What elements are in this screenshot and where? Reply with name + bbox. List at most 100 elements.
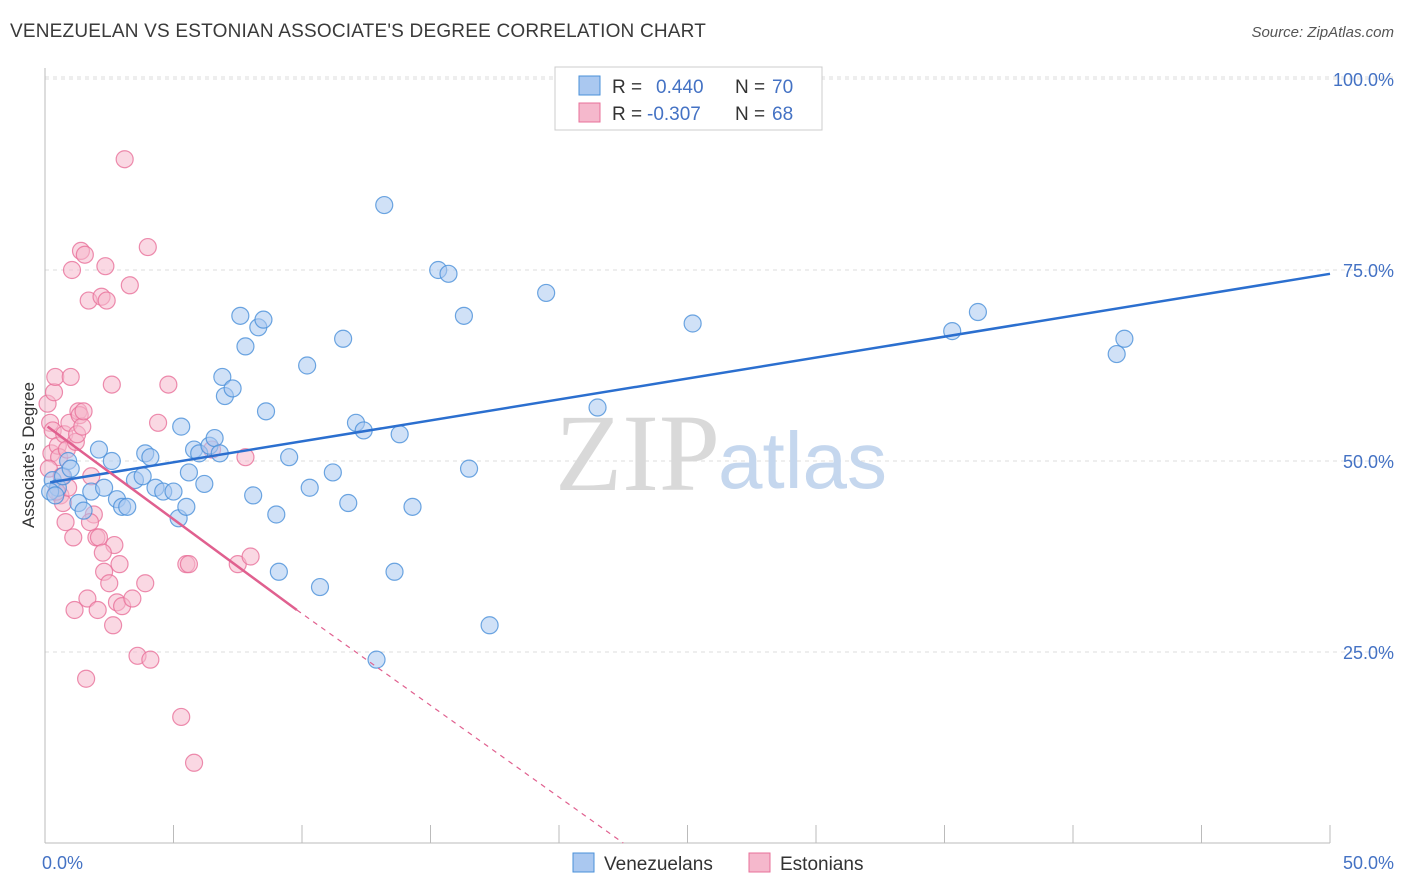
venezuelan-point-10 — [102, 451, 121, 471]
estonian-point-52 — [148, 413, 168, 432]
estonian-point-18 — [65, 600, 84, 620]
estonian-point-50 — [138, 237, 157, 257]
venezuelan-point-57 — [439, 264, 458, 283]
venezuelan-point-67 — [1115, 329, 1134, 348]
venezuelan-point-6 — [74, 501, 93, 520]
y-tick-label-25: 25.0% — [1343, 643, 1394, 663]
venezuelan-point-29 — [205, 428, 224, 448]
estonian-point-16 — [62, 260, 82, 280]
legend-r-label-1: R = — [612, 77, 642, 98]
legend-r-value-1: 0.440 — [656, 77, 704, 98]
venezuelan-point-58 — [454, 306, 474, 325]
estonian-point-44 — [110, 555, 129, 574]
venezuelan-point-42 — [280, 448, 299, 467]
grid-lines — [45, 76, 1393, 653]
venezuelan-point-48 — [339, 493, 358, 513]
chart-source: Source: ZipAtlas.com — [1251, 24, 1394, 41]
y-tick-label-75: 75.0% — [1343, 261, 1394, 281]
legend-r-value-2: -0.307 — [647, 104, 701, 125]
legend-n-label-1: N = — [735, 77, 765, 98]
venezuelan-point-61 — [537, 283, 556, 303]
estonian-point-47 — [120, 276, 139, 295]
venezuelan-point-52 — [375, 195, 394, 215]
legend-n-value-2: 68 — [772, 104, 793, 125]
estonian-point-49 — [136, 574, 155, 593]
venezuelan-point-60 — [480, 616, 499, 635]
venezuelan-point-53 — [385, 562, 404, 581]
venezuelan-point-13 — [118, 497, 137, 516]
series-legend-label-venezuelans: Venezuelans — [604, 854, 713, 875]
y-tick-labels: 25.0% 50.0% 75.0% 100.0% — [1333, 70, 1394, 663]
venezuelan-point-9 — [95, 478, 114, 497]
estonian-point-60 — [241, 547, 260, 566]
venezuelan-point-63 — [683, 314, 702, 333]
correlation-legend: R = 0.440 N = 70 R = -0.307 N = 68 — [554, 66, 823, 131]
series-legend-label-estonians: Estonians — [780, 854, 863, 875]
venezuelan-point-65 — [968, 302, 988, 322]
venezuelan-point-27 — [195, 474, 214, 494]
estonian-point-39 — [100, 574, 119, 593]
estonian-point-53 — [159, 375, 178, 394]
estonians-trend-extension — [296, 609, 624, 844]
watermark: ZIP atlas — [555, 392, 887, 514]
estonian-point-67 — [123, 589, 142, 608]
estonian-point-40 — [102, 375, 121, 394]
venezuelan-point-36 — [244, 486, 263, 505]
estonian-point-28 — [78, 589, 97, 608]
estonian-point-46 — [115, 150, 134, 169]
venezuelan-point-4 — [61, 459, 80, 478]
legend-r-label-2: R = — [612, 104, 642, 125]
venezuelan-point-22 — [172, 417, 191, 436]
estonian-point-27 — [77, 669, 96, 688]
estonian-point-33 — [88, 600, 107, 620]
venezuelan-point-46 — [323, 463, 342, 482]
series-legend-swatch-venezuelans — [572, 852, 595, 873]
chart-title: VENEZUELAN VS ESTONIAN ASSOCIATE'S DEGRE… — [10, 21, 707, 42]
estonian-point-15 — [61, 367, 80, 387]
venezuelan-point-45 — [310, 577, 330, 597]
venezuelan-point-55 — [403, 497, 422, 516]
estonian-point-61 — [236, 448, 255, 467]
y-axis-title: Associate's Degree — [19, 382, 38, 528]
x-tick-label-min: 0.0% — [42, 853, 83, 873]
series-legend-swatch-estonians — [748, 852, 771, 873]
venezuelan-point-62 — [588, 398, 607, 417]
venezuelan-point-20 — [164, 482, 183, 501]
venezuelan-point-38 — [254, 310, 273, 329]
y-tick-label-50: 50.0% — [1343, 452, 1394, 472]
estonian-point-11 — [56, 513, 75, 532]
trend-lines — [46, 272, 1331, 844]
estonian-point-56 — [179, 555, 199, 574]
venezuelan-point-39 — [256, 402, 276, 421]
estonian-point-66 — [93, 543, 112, 562]
estonian-point-24 — [73, 417, 92, 436]
watermark-zip: ZIP — [555, 392, 720, 514]
venezuelan-point-40 — [267, 505, 286, 524]
estonian-point-5 — [46, 367, 65, 387]
legend-n-value-1: 70 — [772, 77, 793, 98]
legend-swatch-pink — [578, 102, 601, 123]
estonians-trend-line — [46, 425, 298, 611]
y-tick-label-100: 100.0% — [1333, 70, 1394, 90]
venezuelan-point-54 — [390, 425, 409, 444]
venezuelan-point-43 — [298, 356, 317, 375]
venezuelan-point-44 — [300, 478, 319, 497]
venezuelan-point-33 — [223, 379, 242, 398]
venezuelan-point-51 — [367, 650, 386, 669]
venezuelan-point-31 — [213, 367, 232, 387]
estonian-point-25 — [74, 402, 93, 421]
venezuelan-point-59 — [459, 459, 479, 478]
series-legend: Venezuelans Estonians — [572, 852, 863, 875]
venezuelan-point-41 — [269, 562, 288, 581]
venezuelan-point-17 — [141, 448, 160, 467]
estonian-point-26 — [75, 245, 94, 264]
estonian-point-41 — [104, 616, 123, 635]
legend-n-label-2: N = — [735, 104, 765, 125]
venezuelan-point-23 — [177, 497, 196, 516]
venezuelan-point-35 — [236, 337, 255, 356]
estonian-point-57 — [184, 753, 204, 772]
legend-swatch-blue — [578, 75, 601, 96]
venezuelan-point-47 — [334, 329, 353, 348]
venezuelan-point-8 — [89, 440, 109, 459]
